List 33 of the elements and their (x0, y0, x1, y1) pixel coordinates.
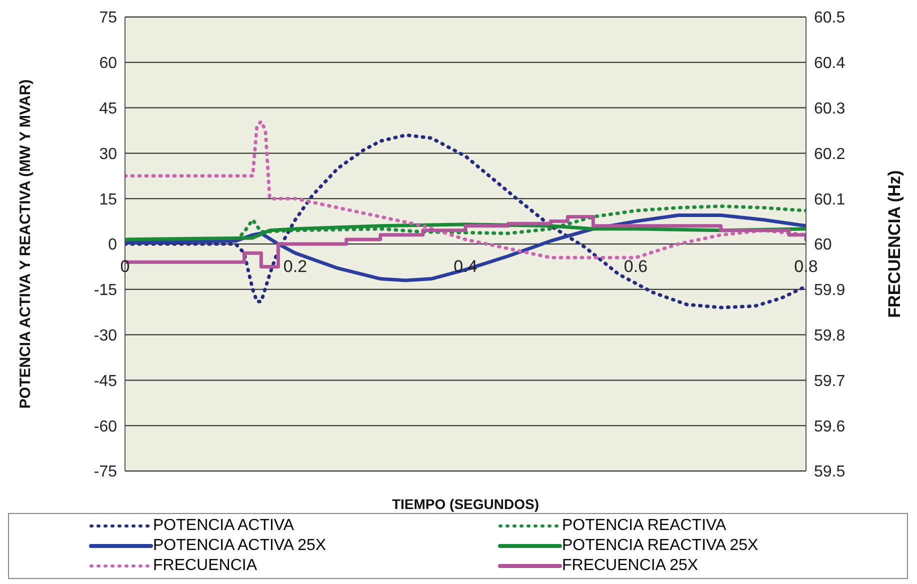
y-tick-label: 15 (99, 191, 118, 208)
x-axis-title: TIEMPO (SEGUNDOS) (392, 496, 540, 512)
y2-tick-label: 59.8 (814, 327, 846, 344)
x-tick-label: 0.2 (283, 257, 308, 276)
y-tick-label: -60 (94, 418, 118, 436)
y2-tick-label: 59.7 (814, 372, 846, 390)
y2-tick-label: 59.6 (814, 418, 846, 436)
y2-tick-label: 60.5 (814, 10, 846, 27)
y-tick-label: 30 (99, 146, 118, 163)
y-tick-label: 75 (99, 10, 118, 27)
y2-tick-label: 60 (814, 236, 832, 254)
y-tick-label: -75 (94, 464, 118, 481)
y-tick-label: 45 (99, 100, 118, 118)
legend-label: FRECUENCIA 25X (562, 556, 698, 576)
y-tick-label: -15 (94, 282, 118, 300)
legend-label: POTENCIA ACTIVA 25X (153, 536, 326, 556)
y2-tick-label: 60.2 (814, 146, 846, 163)
y-tick-label: 0 (108, 236, 118, 254)
legend-label: POTENCIA ACTIVA (153, 516, 294, 536)
y2-axis-title: FRECUENCIA (Hz) (885, 170, 904, 318)
y2-tick-label: 59.9 (814, 282, 846, 300)
legend-label: FRECUENCIA (153, 556, 258, 576)
y2-tick-label: 60.4 (814, 55, 846, 72)
y-tick-label: -30 (94, 327, 118, 344)
x-tick-label: 0.6 (624, 257, 648, 276)
y2-tick-label: 60.1 (814, 191, 846, 208)
y2-tick-label: 59.5 (814, 464, 846, 481)
y2-tick-label: 60.3 (814, 100, 846, 118)
y-axis-title: POTENCIA ACTIVA Y REACTIVA (MW Y MVAR) (16, 79, 34, 409)
legend-label: POTENCIA REACTIVA (562, 516, 726, 536)
legend-label: POTENCIA REACTIVA 25X (562, 536, 758, 556)
y-tick-label: -45 (94, 372, 118, 390)
y-tick-label: 60 (99, 55, 118, 72)
